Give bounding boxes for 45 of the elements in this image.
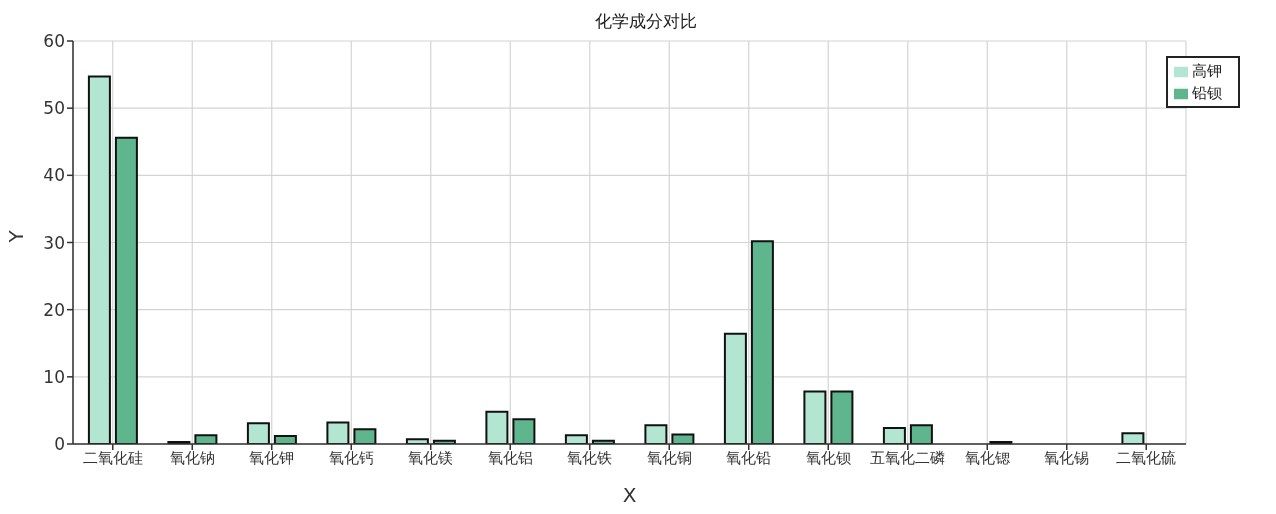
x-tick-label: 氧化钾 — [249, 448, 295, 467]
legend-label: 高钾 — [1192, 62, 1222, 80]
x-tick-label: 氧化钙 — [328, 448, 374, 467]
x-tick-label: 氧化镁 — [408, 448, 454, 467]
bar — [246, 422, 270, 444]
x-tick-label: 氧化钡 — [805, 448, 851, 467]
y-tick-label: 30 — [43, 232, 65, 253]
x-tick-label: 氧化铁 — [567, 448, 613, 467]
bar — [909, 424, 933, 444]
bar — [194, 434, 218, 444]
bar — [750, 240, 774, 444]
y-axis-title: Y — [4, 229, 29, 244]
bar — [114, 136, 138, 444]
y-tick-label: 50 — [43, 98, 65, 119]
bar — [405, 438, 429, 444]
bar — [882, 426, 906, 444]
y-tick-label: 60 — [43, 31, 65, 52]
bar — [87, 75, 111, 444]
x-tick-label: 氧化钠 — [169, 448, 215, 467]
x-tick-label: 二氧化硅 — [82, 448, 143, 467]
bar — [353, 428, 377, 444]
y-tick-label: 10 — [43, 366, 65, 387]
y-tick-label: 40 — [43, 165, 65, 186]
bar — [803, 390, 827, 444]
y-tick-label: 0 — [54, 434, 65, 455]
legend-label: 铅钡 — [1192, 84, 1222, 102]
x-tick-label: 氧化锶 — [964, 448, 1010, 467]
x-tick-label: 五氧化二磷 — [870, 448, 946, 467]
x-axis-title: X — [622, 483, 637, 507]
bar — [723, 332, 747, 444]
bar — [273, 434, 297, 444]
bar — [512, 418, 536, 444]
bar — [644, 424, 668, 444]
bar — [1121, 432, 1145, 444]
bar — [564, 434, 588, 444]
x-tick-label: 氧化铅 — [726, 448, 772, 467]
bar — [326, 421, 350, 444]
x-tick-label: 氧化铜 — [646, 448, 692, 467]
y-tick-label: 20 — [43, 299, 65, 320]
bar — [485, 410, 509, 444]
x-tick-label: 氧化铝 — [487, 448, 533, 467]
x-tick-label: 二氧化硫 — [1116, 448, 1177, 467]
chart-title: 化学成分对比 — [594, 10, 698, 33]
bar — [830, 390, 854, 444]
x-tick-label: 氧化锡 — [1044, 448, 1090, 467]
